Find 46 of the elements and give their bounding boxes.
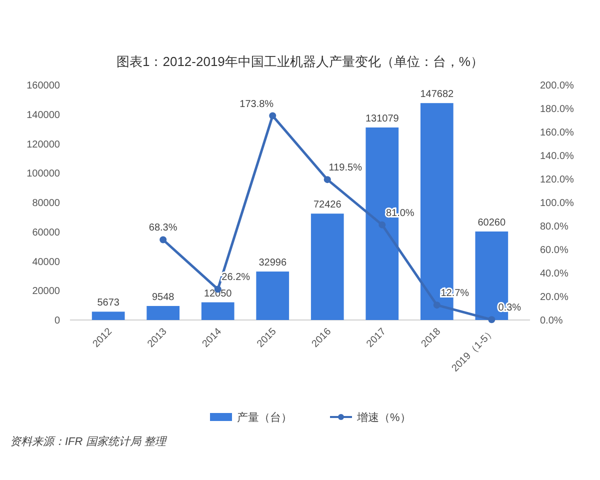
y2-tick-label: 40.0% [540, 268, 568, 280]
bar [201, 302, 234, 320]
data-label: 173.8% [240, 98, 274, 110]
y2-tick-label: 60.0% [540, 245, 568, 256]
data-label: 72426 [313, 200, 342, 211]
data-label: 26.2% [222, 272, 250, 284]
y-tick-label: 80000 [32, 198, 60, 209]
y2-tick-label: 100.0% [540, 198, 574, 209]
y-tick-label: 60000 [32, 227, 60, 238]
y2-tick-label: 120.0% [540, 174, 574, 186]
chart-title: 图表1：2012-2019年中国工业机器人产量变化（单位：台，%） [116, 54, 484, 69]
y-tick-label: 140000 [26, 110, 60, 121]
point [488, 316, 496, 324]
data-label: 5673 [97, 298, 120, 309]
y2-tick-label: 20.0% [540, 292, 568, 303]
data-label: 32996 [258, 258, 287, 269]
point [378, 221, 386, 228]
y-tick-label: 40000 [32, 256, 60, 268]
legend-label: 增速（%） [356, 411, 411, 424]
y2-tick-label: 80.0% [540, 222, 568, 232]
data-label: 68.3% [148, 222, 178, 234]
data-label: 60260 [478, 217, 506, 228]
bar [92, 312, 125, 320]
legend-label: 产量（台） [237, 411, 292, 424]
data-label: 119.5% [328, 162, 362, 174]
point [324, 176, 331, 184]
y-tick-label: 0 [54, 316, 60, 326]
point [269, 112, 276, 120]
y-tick-label: 20000 [32, 286, 60, 298]
point [433, 302, 440, 309]
y2-tick-label: 160.0% [540, 128, 574, 138]
y-tick-label: 160000 [26, 80, 60, 92]
bar [310, 214, 344, 320]
data-label: 147682 [420, 89, 454, 100]
y2-tick-label: 180.0% [540, 104, 574, 115]
y2-tick-label: 140.0% [540, 151, 574, 162]
y-tick-label: 120000 [26, 139, 60, 150]
bar [146, 306, 180, 320]
y2-tick-label: 0.0% [540, 316, 563, 326]
bar [256, 272, 290, 320]
y2-tick-label: 200.0% [540, 80, 574, 92]
y-tick-label: 100000 [26, 168, 60, 180]
point [160, 236, 167, 244]
text: 资料来源：IFR 国家统计局 整理 [10, 435, 168, 448]
data-label: 9548 [152, 292, 175, 303]
data-label: 131079 [365, 113, 400, 124]
